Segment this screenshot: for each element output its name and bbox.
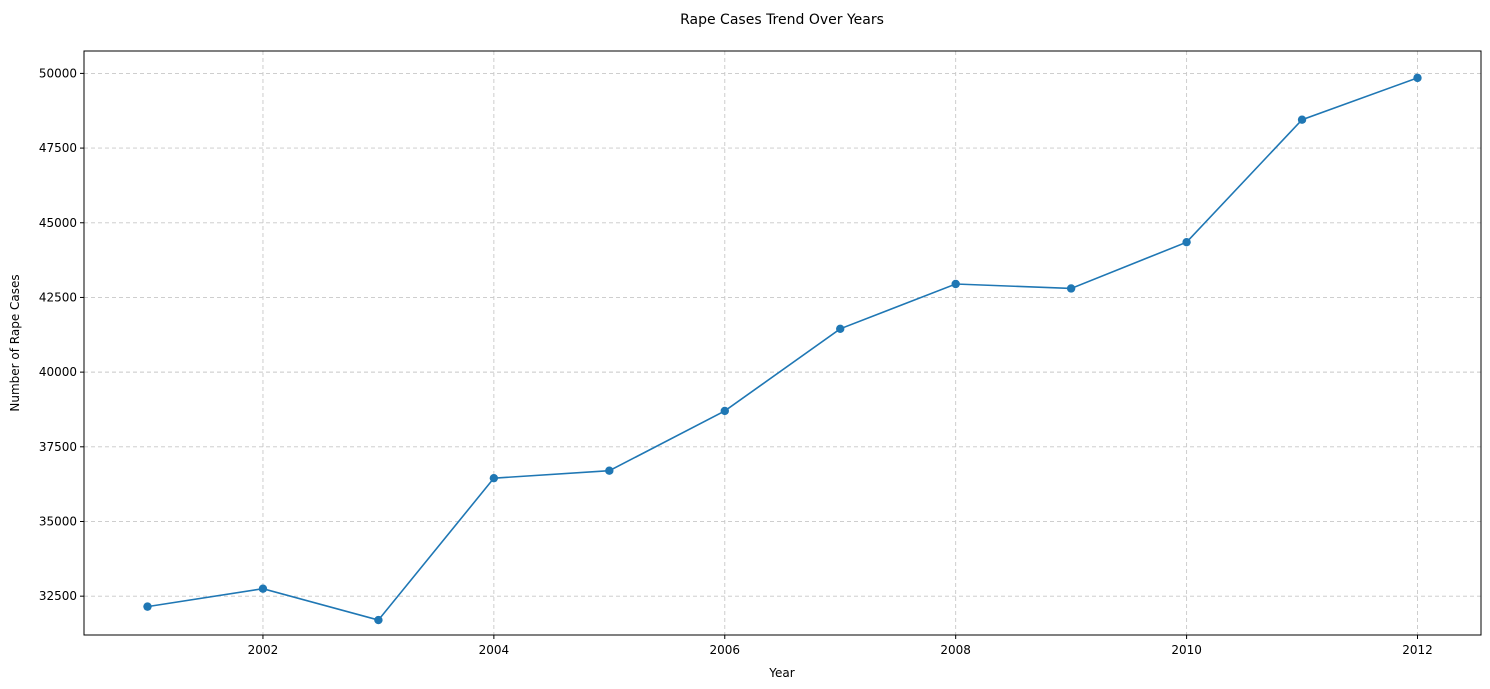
plot-frame bbox=[83, 50, 1482, 636]
axis-ticks: 2002 2004 2006 2008 2010 2012 32500 35000 37500 4… bbox=[39, 66, 1433, 657]
x-axis-label: Year bbox=[768, 666, 794, 680]
y-tick-label: 50000 bbox=[39, 66, 77, 80]
data-point bbox=[836, 324, 845, 334]
y-tick-label: 42500 bbox=[39, 290, 77, 304]
x-tick-label: 2008 bbox=[940, 643, 971, 657]
data-point bbox=[605, 466, 614, 475]
data-point bbox=[1066, 284, 1076, 293]
y-tick-label: 45000 bbox=[39, 216, 77, 230]
data-point bbox=[143, 602, 152, 611]
x-tick-label: 2012 bbox=[1402, 643, 1433, 657]
chart-title: Rape Cases Trend Over Years bbox=[680, 12, 884, 28]
data-point bbox=[374, 615, 383, 625]
data-point bbox=[1182, 237, 1191, 247]
x-tick-label: 2002 bbox=[248, 643, 279, 657]
series-layer bbox=[143, 73, 1422, 625]
data-point bbox=[489, 473, 499, 483]
y-tick-label: 47500 bbox=[39, 141, 77, 155]
x-tick-label: 2010 bbox=[1171, 643, 1202, 657]
data-point bbox=[1297, 115, 1307, 124]
x-tick-label: 2004 bbox=[479, 643, 510, 657]
y-axis-label: Number of Rape Cases bbox=[8, 274, 22, 411]
data-point bbox=[258, 584, 268, 593]
x-tick-label: 2006 bbox=[709, 643, 740, 657]
grid bbox=[84, 51, 1481, 635]
series-line bbox=[147, 77, 1418, 621]
data-point bbox=[951, 279, 960, 289]
y-tick-label: 40000 bbox=[39, 365, 77, 379]
data-point bbox=[720, 406, 729, 416]
y-tick-label: 35000 bbox=[39, 514, 77, 528]
y-tick-label: 32500 bbox=[39, 589, 77, 603]
y-tick-label: 37500 bbox=[39, 440, 77, 454]
data-point bbox=[1413, 73, 1422, 83]
